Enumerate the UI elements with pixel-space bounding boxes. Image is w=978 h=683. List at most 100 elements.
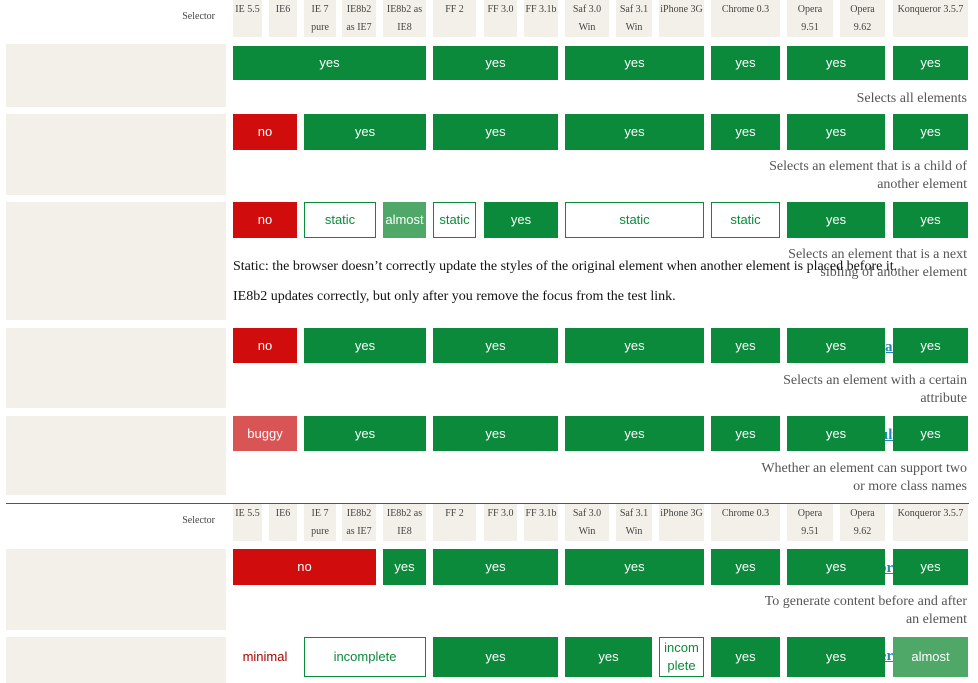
support-cell: yes xyxy=(484,202,558,238)
browser-header: Konqueror 3.5.7 xyxy=(893,504,968,541)
browser-header: Saf 3.1 Win xyxy=(616,504,652,541)
support-cell: yes xyxy=(893,328,968,363)
support-cell: yes xyxy=(711,46,780,80)
support-cell: yes xyxy=(711,328,780,363)
support-cell: incomplete xyxy=(304,637,426,677)
support-cell: yes xyxy=(893,46,968,80)
selector-description: Selects an element that is a next siblin… xyxy=(788,247,967,280)
browser-header: Opera 9.62 xyxy=(840,0,885,37)
browser-header: Chrome 0.3 xyxy=(711,504,780,541)
support-cell: yes xyxy=(383,549,426,585)
browser-header: IE6 xyxy=(269,504,297,541)
support-cell: yes xyxy=(893,202,968,238)
browser-header: IE6 xyxy=(269,0,297,37)
browser-header: IE8b2 as IE7 xyxy=(342,504,376,541)
support-cell: yes xyxy=(304,416,426,451)
support-cell: yes xyxy=(565,328,704,363)
browser-header: FF 3.0 xyxy=(484,504,517,541)
browser-header: Saf 3.0 Win xyxy=(565,0,609,37)
support-cell: no xyxy=(233,549,376,585)
support-cell: almost xyxy=(383,202,426,238)
support-cell: yes xyxy=(233,46,426,80)
separator xyxy=(6,503,969,504)
browser-header: Chrome 0.3 xyxy=(711,0,780,37)
support-cell: yes xyxy=(433,114,558,150)
support-cell: no xyxy=(233,114,297,150)
support-cell: yes xyxy=(893,549,968,585)
support-cell: buggy xyxy=(233,416,297,451)
selector-description: Selects an element with a certain attrib… xyxy=(783,373,967,406)
support-cell: yes xyxy=(433,549,558,585)
row-label-bg xyxy=(6,114,226,195)
row-label-bg xyxy=(6,416,226,495)
support-cell: no xyxy=(233,202,297,238)
support-cell: yes xyxy=(565,637,652,677)
selector-description: Selects an element that is a child of an… xyxy=(769,159,967,192)
row-label-bg xyxy=(6,637,226,683)
browser-header: FF 3.1b xyxy=(524,0,558,37)
browser-header: IE 5.5 xyxy=(233,0,262,37)
support-cell: static xyxy=(304,202,376,238)
support-cell: yes xyxy=(893,114,968,150)
browser-header: IE 7 pure xyxy=(304,0,336,37)
selector-label: Selector xyxy=(182,515,215,526)
selector-description: To generate content before and after an … xyxy=(764,594,967,627)
browser-header: FF 2 xyxy=(433,504,476,541)
support-cell: yes xyxy=(565,46,704,80)
support-cell: yes xyxy=(787,202,885,238)
support-cell: yes xyxy=(433,637,558,677)
support-cell: static xyxy=(711,202,780,238)
support-cell: yes xyxy=(787,46,885,80)
support-cell: no xyxy=(233,328,297,363)
browser-header: iPhone 3G xyxy=(659,504,704,541)
support-cell: yes xyxy=(787,114,885,150)
browser-header: IE 5.5 xyxy=(233,504,262,541)
browser-header: IE8b2 as IE8 xyxy=(383,504,426,541)
support-cell: yes xyxy=(304,114,426,150)
row-label-bg xyxy=(6,549,226,630)
support-cell: yes xyxy=(787,637,885,677)
note: Static: the browser doesn’t correctly up… xyxy=(233,259,898,274)
support-cell: yes xyxy=(433,46,558,80)
support-cell: static xyxy=(433,202,476,238)
support-cell: yes xyxy=(304,328,426,363)
support-cell: yes xyxy=(787,549,885,585)
browser-header: Konqueror 3.5.7 xyxy=(893,0,968,37)
support-cell: yes xyxy=(565,549,704,585)
selector-label: Selector xyxy=(182,11,215,22)
browser-header: IE8b2 as IE7 xyxy=(342,0,376,37)
support-cell: yes xyxy=(565,416,704,451)
support-cell: yes xyxy=(711,114,780,150)
support-cell: yes xyxy=(893,416,968,451)
support-cell: yes xyxy=(711,549,780,585)
browser-header: IE8b2 as IE8 xyxy=(383,0,426,37)
support-cell: yes xyxy=(787,416,885,451)
support-cell: minimal xyxy=(233,637,297,677)
support-cell: incom plete xyxy=(659,637,704,677)
support-cell: yes xyxy=(711,416,780,451)
browser-header: FF 3.1b xyxy=(524,504,558,541)
selector-description: Whether an element can support two or mo… xyxy=(761,461,967,494)
browser-header: FF 2 xyxy=(433,0,476,37)
support-cell: yes xyxy=(711,637,780,677)
support-cell: yes xyxy=(565,114,704,150)
selector-description: Selects all elements xyxy=(856,91,967,106)
support-cell: yes xyxy=(433,328,558,363)
support-cell: static xyxy=(565,202,704,238)
support-cell: almost xyxy=(893,637,968,677)
row-label-bg xyxy=(6,328,226,408)
support-cell: yes xyxy=(787,328,885,363)
browser-header: Saf 3.0 Win xyxy=(565,504,609,541)
row-label-bg xyxy=(6,202,226,320)
browser-header: IE 7 pure xyxy=(304,504,336,541)
row-label-bg xyxy=(6,44,226,107)
browser-header: iPhone 3G xyxy=(659,0,704,37)
browser-header: Opera 9.62 xyxy=(840,504,885,541)
note: IE8b2 updates correctly, but only after … xyxy=(233,289,676,304)
browser-header: FF 3.0 xyxy=(484,0,517,37)
browser-header: Opera 9.51 xyxy=(787,504,833,541)
support-cell: yes xyxy=(433,416,558,451)
browser-header: Saf 3.1 Win xyxy=(616,0,652,37)
browser-header: Opera 9.51 xyxy=(787,0,833,37)
